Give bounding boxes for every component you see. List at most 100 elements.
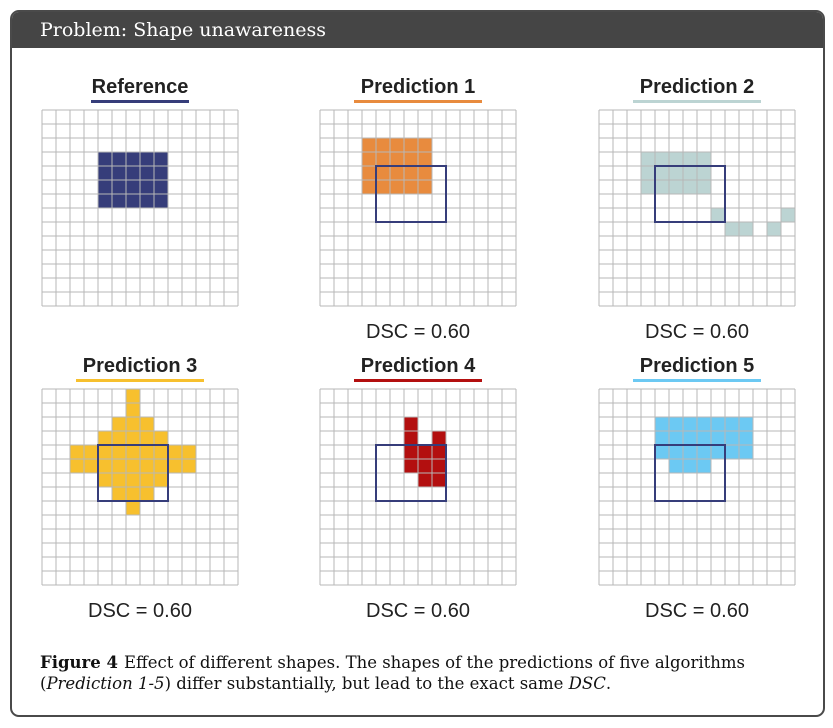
filled-cell	[655, 166, 669, 180]
filled-cell	[140, 194, 154, 208]
filled-cell	[390, 166, 404, 180]
filled-cell	[683, 445, 697, 459]
filled-cell	[70, 445, 84, 459]
filled-cell	[739, 445, 753, 459]
filled-cell	[376, 180, 390, 194]
title-underline	[633, 100, 761, 103]
filled-cell	[140, 459, 154, 473]
filled-cell	[711, 431, 725, 445]
title-underline	[633, 379, 761, 382]
caption-italic-dsc: DSC	[568, 674, 606, 693]
pixel-grid	[319, 388, 517, 586]
filled-cell	[655, 152, 669, 166]
filled-cell	[404, 431, 418, 445]
filled-cell	[98, 459, 112, 473]
filled-cell	[140, 487, 154, 501]
filled-cell	[655, 431, 669, 445]
filled-cell	[140, 180, 154, 194]
filled-cell	[404, 166, 418, 180]
filled-cell	[418, 166, 432, 180]
filled-cell	[126, 445, 140, 459]
filled-cell	[683, 459, 697, 473]
filled-cell	[669, 417, 683, 431]
pixel-grid	[41, 109, 239, 307]
filled-cell	[697, 445, 711, 459]
filled-cell	[182, 459, 196, 473]
filled-cell	[140, 473, 154, 487]
title-underline	[91, 100, 189, 103]
filled-cell	[683, 180, 697, 194]
filled-cell	[669, 152, 683, 166]
filled-cell	[126, 487, 140, 501]
filled-cell	[126, 389, 140, 403]
filled-cell	[140, 431, 154, 445]
filled-cell	[112, 152, 126, 166]
filled-cell	[418, 152, 432, 166]
filled-cell	[711, 208, 725, 222]
filled-cell	[154, 180, 168, 194]
filled-cell	[432, 459, 446, 473]
filled-cell	[98, 473, 112, 487]
filled-cell	[140, 166, 154, 180]
panel-title: Prediction 5	[639, 355, 755, 377]
filled-cell	[362, 180, 376, 194]
header-bar: Problem: Shape unawareness	[12, 12, 823, 48]
filled-cell	[683, 417, 697, 431]
filled-cell	[126, 431, 140, 445]
filled-cell	[404, 459, 418, 473]
figure-label: Figure 4	[40, 653, 118, 672]
filled-cell	[112, 417, 126, 431]
filled-cell	[655, 417, 669, 431]
filled-cell	[154, 166, 168, 180]
filled-cell	[98, 445, 112, 459]
filled-cell	[418, 445, 432, 459]
panel-title: Prediction 2	[639, 76, 755, 98]
filled-cell	[126, 459, 140, 473]
filled-cell	[126, 194, 140, 208]
filled-cell	[404, 152, 418, 166]
filled-cell	[98, 180, 112, 194]
filled-cell	[126, 473, 140, 487]
filled-cell	[140, 152, 154, 166]
filled-cell	[725, 222, 739, 236]
filled-cell	[70, 459, 84, 473]
reference-outline	[375, 165, 447, 223]
dsc-score: DSC = 0.60	[88, 600, 192, 622]
filled-cell	[725, 445, 739, 459]
filled-cell	[669, 445, 683, 459]
filled-cell	[739, 222, 753, 236]
filled-cell	[711, 445, 725, 459]
filled-cell	[432, 445, 446, 459]
filled-cell	[669, 459, 683, 473]
filled-cell	[432, 431, 446, 445]
filled-cell	[112, 487, 126, 501]
filled-cell	[140, 445, 154, 459]
filled-cell	[112, 473, 126, 487]
reference-outline	[654, 165, 726, 223]
filled-cell	[84, 459, 98, 473]
title-underline	[354, 379, 482, 382]
filled-cell	[697, 180, 711, 194]
reference-outline	[375, 444, 447, 502]
reference-outline	[97, 444, 169, 502]
filled-cell	[112, 459, 126, 473]
filled-cell	[376, 166, 390, 180]
filled-cell	[697, 152, 711, 166]
filled-cell	[112, 445, 126, 459]
filled-cell	[683, 166, 697, 180]
filled-cell	[697, 459, 711, 473]
reference-outline	[654, 444, 726, 502]
filled-cell	[126, 180, 140, 194]
filled-cell	[126, 417, 140, 431]
filled-cell	[655, 180, 669, 194]
filled-cell	[418, 138, 432, 152]
dsc-score: DSC = 0.60	[645, 321, 749, 343]
filled-cell	[154, 431, 168, 445]
filled-cell	[725, 417, 739, 431]
figure-frame: Problem: Shape unawareness Reference Pred…	[10, 10, 825, 717]
caption-text-end: .	[605, 674, 612, 693]
filled-cell	[98, 194, 112, 208]
pixel-grid	[319, 109, 517, 307]
filled-cell	[697, 166, 711, 180]
filled-cell	[140, 417, 154, 431]
